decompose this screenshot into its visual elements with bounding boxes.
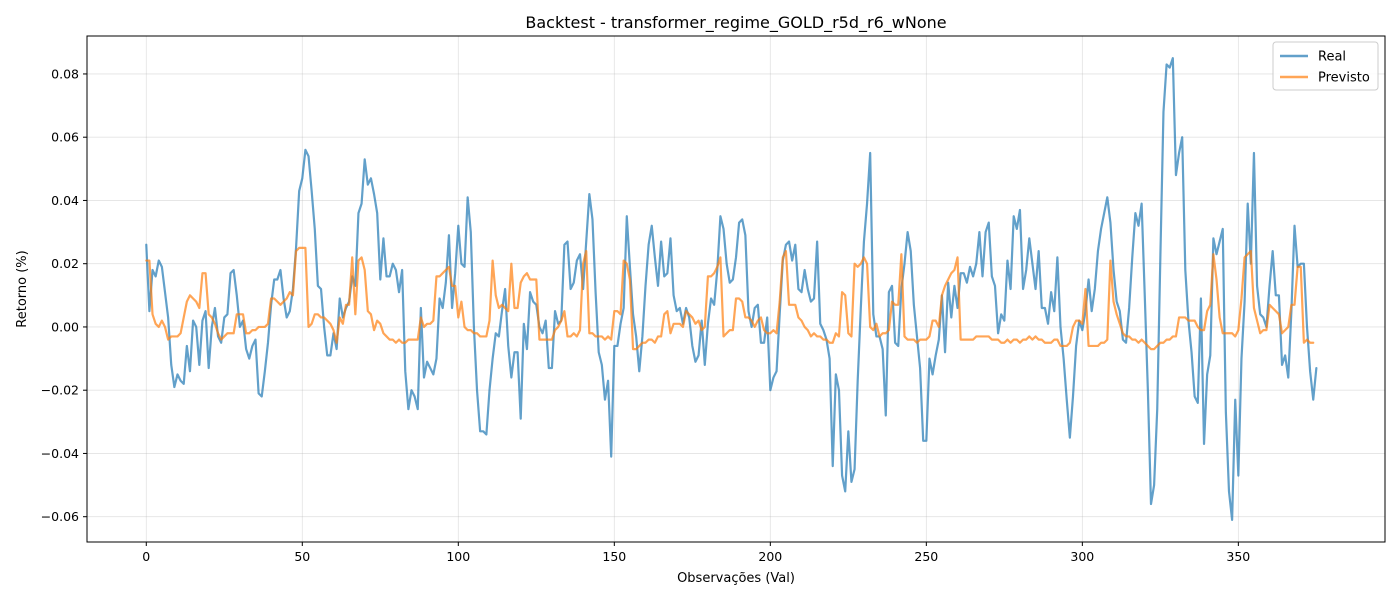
y-tick-label: 0.08 bbox=[51, 66, 79, 81]
legend-label-real: Real bbox=[1318, 50, 1346, 65]
x-tick-label: 200 bbox=[758, 549, 782, 564]
x-tick-label: 50 bbox=[294, 549, 310, 564]
y-tick-label: 0.00 bbox=[51, 319, 79, 334]
y-tick-label: −0.04 bbox=[41, 446, 79, 461]
series-line-previsto bbox=[145, 246, 1315, 351]
y-axis: −0.06 −0.04 −0.02 0.00 0.02 0.04 0.06 0.08 bbox=[41, 66, 87, 524]
y-tick-label: 0.02 bbox=[51, 256, 79, 271]
x-tick-label: 0 bbox=[142, 549, 150, 564]
legend: Real Previsto bbox=[1272, 41, 1379, 91]
y-tick-label: 0.06 bbox=[51, 130, 79, 145]
x-tick-label: 350 bbox=[1226, 549, 1250, 564]
legend-label-previsto: Previsto bbox=[1318, 71, 1370, 86]
x-tick-label: 100 bbox=[446, 549, 470, 564]
x-tick-label: 150 bbox=[602, 549, 626, 564]
y-tick-label: 0.04 bbox=[51, 193, 79, 208]
x-axis-label: Observações (Val) bbox=[677, 571, 795, 586]
x-tick-label: 250 bbox=[914, 549, 938, 564]
y-tick-label: −0.06 bbox=[41, 509, 79, 524]
y-tick-label: −0.02 bbox=[41, 383, 79, 398]
chart-title: Backtest - transformer_regime_GOLD_r5d_r… bbox=[525, 13, 946, 33]
plot-area bbox=[145, 57, 1318, 521]
x-axis: 0 50 100 150 200 250 300 350 bbox=[142, 542, 1250, 564]
x-tick-label: 300 bbox=[1070, 549, 1094, 564]
y-axis-label: Retorno (%) bbox=[15, 250, 30, 327]
axes-frame bbox=[86, 35, 1386, 543]
